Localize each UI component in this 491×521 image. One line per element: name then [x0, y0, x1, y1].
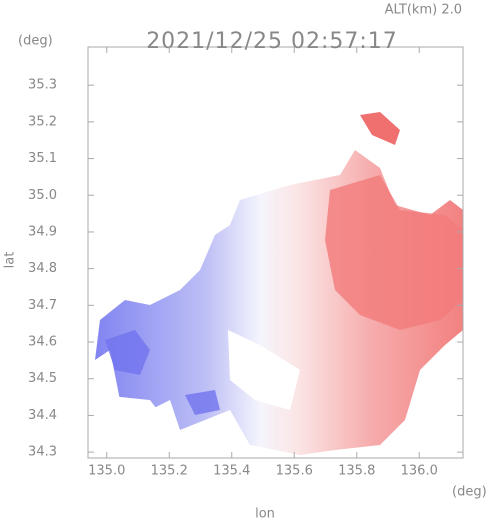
y-axis-label: lat [3, 252, 18, 269]
plot-frame [87, 46, 464, 459]
x-tick-label: 135.6 [276, 464, 313, 479]
y-tick-label: 35.3 [28, 78, 57, 93]
y-unit: (deg) [18, 34, 53, 49]
y-tick-label: 34.5 [28, 371, 57, 386]
x-tick-label: 135.0 [88, 464, 125, 479]
x-tick-label: 136.0 [401, 464, 438, 479]
x-axis-label: lon [255, 507, 275, 521]
y-tick-label: 34.3 [28, 445, 57, 460]
y-tick-label: 34.9 [28, 224, 57, 239]
y-tick-label: 35.0 [28, 188, 57, 203]
x-tick-label: 135.4 [213, 464, 250, 479]
subtitle: ALT(km) 2.0 [385, 3, 462, 18]
chart-title: 2021/12/25 02:57:17 [146, 29, 398, 54]
x-unit: (deg) [452, 485, 487, 500]
y-tick-label: 34.7 [28, 298, 57, 313]
y-tick-label: 35.1 [28, 151, 57, 166]
y-tick-label: 34.8 [28, 261, 57, 276]
y-tick-label: 34.4 [28, 408, 57, 423]
radar-echo [95, 112, 463, 455]
x-tick-label: 135.8 [338, 464, 375, 479]
y-tick-label: 35.2 [28, 114, 57, 129]
x-tick-label: 135.2 [151, 464, 188, 479]
y-tick-label: 34.6 [28, 335, 57, 350]
